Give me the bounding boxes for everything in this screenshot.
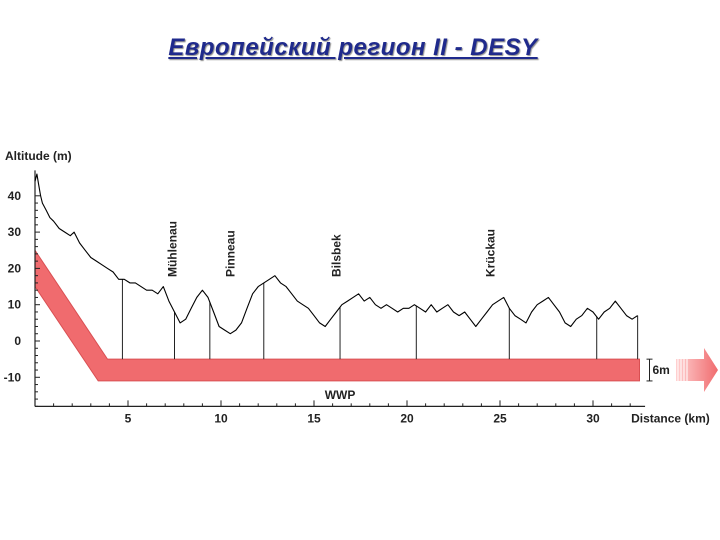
tunnel-label: WWP (325, 388, 356, 402)
river-label: Bilsbek (329, 234, 343, 277)
river-label: Mühlenau (166, 221, 180, 277)
y-tick-label: 30 (8, 225, 22, 239)
y-tick-label: 10 (8, 298, 22, 312)
y-tick-label: 20 (8, 261, 22, 275)
slide-title: Европейский регион II - DESY (168, 34, 538, 61)
x-tick-label: 15 (307, 411, 321, 425)
y-tick-label: 40 (8, 189, 22, 203)
river-label: Krückau (484, 229, 498, 277)
x-tick-label: 5 (125, 411, 132, 425)
altitude-line-1 (34, 173, 638, 335)
y-tick-label: -10 (4, 370, 22, 384)
x-tick-label: 25 (493, 411, 507, 425)
x-tick-label: 30 (586, 411, 600, 425)
x-axis-title: Distance (km) (631, 411, 710, 425)
x-tick-label: 10 (214, 411, 228, 425)
x-tick-label: 20 (400, 411, 414, 425)
river-label: Pinneau (223, 230, 237, 277)
y-axis-title: Altitude (m) (5, 149, 72, 163)
y-tick-label: 0 (14, 334, 21, 348)
flow-arrow-icon (676, 348, 718, 392)
depth-label: 6m (653, 363, 670, 377)
